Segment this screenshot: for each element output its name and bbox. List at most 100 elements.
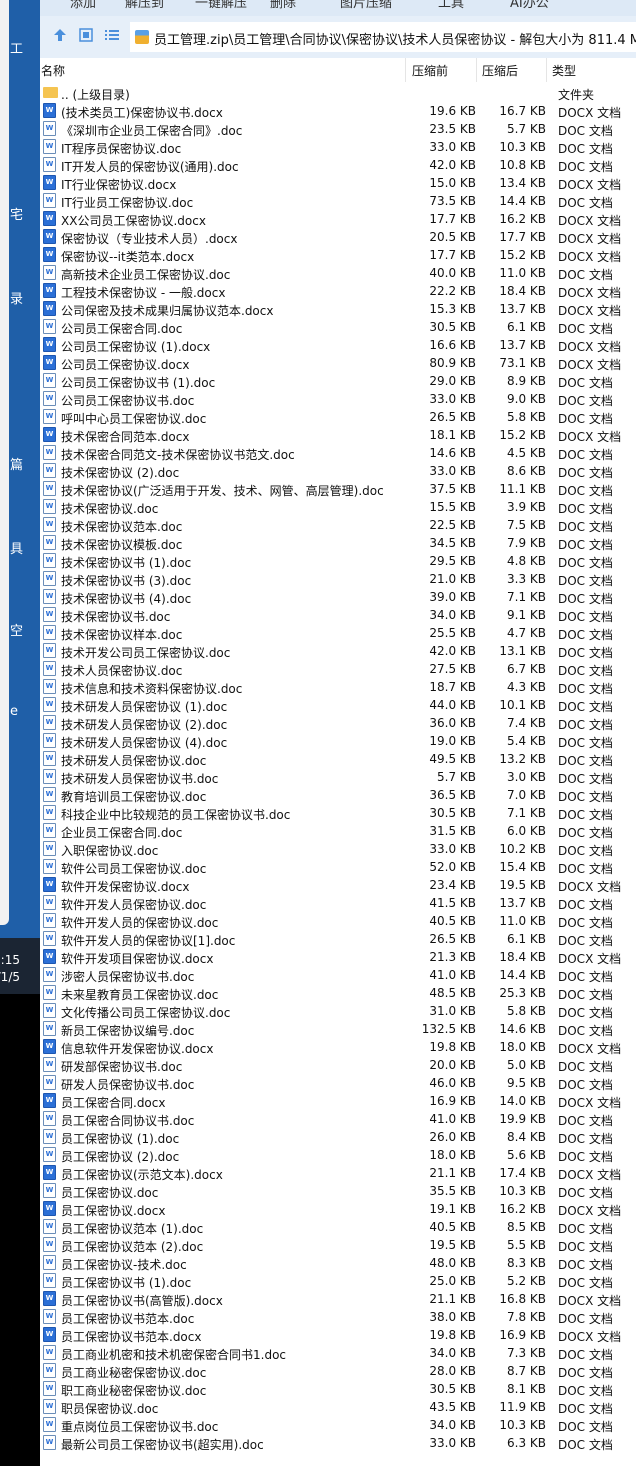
file-row[interactable]: W 技术研发人员保密协议 (4).doc 19.0 KB 5.4 KB DOC 文档 [40,732,636,750]
column-divider[interactable] [546,58,547,82]
file-row[interactable]: W 文化传播公司员工保密协议.doc 31.0 KB 5.8 KB DOC 文档 [40,1002,636,1020]
file-row[interactable]: W 公司保密及技术成果归属协议范本.docx 15.3 KB 13.7 KB DOCX … [40,300,636,318]
file-row[interactable]: W 公司员工保密协议 (1).docx 16.6 KB 13.7 KB DOCX 文档 [40,336,636,354]
file-row[interactable]: W 员工保密协议.docx 19.1 KB 16.2 KB DOCX 文档 [40,1200,636,1218]
file-row[interactable]: W 技术保密协议 (2).doc 33.0 KB 8.6 KB DOC 文档 [40,462,636,480]
address-bar[interactable]: 员工管理.zip\员工管理\合同协议\保密协议\技术人员保密协议 - 解包大小为… [130,22,636,52]
file-row[interactable]: W IT开发人员的保密协议(通用).doc 42.0 KB 10.8 KB DOC 文档 [40,156,636,174]
file-row[interactable]: W 技术保密协议样本.doc 25.5 KB 4.7 KB DOC 文档 [40,624,636,642]
file-name: 技术研发人员保密协议 (2).doc [61,718,228,732]
file-row[interactable]: W 研发人员保密协议书.doc 46.0 KB 9.5 KB DOC 文档 [40,1074,636,1092]
toolbar-ai-office-button[interactable]: AI办公 [510,0,549,11]
file-size-after: 6.3 KB [507,1436,546,1450]
file-row[interactable]: W 技术保密协议书 (1).doc 29.5 KB 4.8 KB DOC 文档 [40,552,636,570]
file-row[interactable]: W 软件开发保密协议.docx 23.4 KB 19.5 KB DOCX 文档 [40,876,636,894]
toolbar-extract-to-button[interactable]: 解压到 [125,0,165,11]
column-name-header[interactable]: 名称 [41,64,66,78]
file-row[interactable]: W 呼叫中心员工保密协议.doc 26.5 KB 5.8 KB DOC 文档 [40,408,636,426]
file-row[interactable]: W 员工保密协议.doc 35.5 KB 10.3 KB DOC 文档 [40,1182,636,1200]
parent-directory-row[interactable]: .. (上级目录) 文件夹 [40,84,636,102]
file-row[interactable]: W IT程序员保密协议.doc 33.0 KB 10.3 KB DOC 文档 [40,138,636,156]
file-row[interactable]: W 软件开发人员的保密协议[1].doc 26.5 KB 6.1 KB DOC 文档 [40,930,636,948]
file-size-before: 49.5 KB [429,752,476,766]
column-after-header[interactable]: 压缩后 [482,64,519,78]
file-row[interactable]: W 公司员工保密协议书 (1).doc 29.0 KB 8.9 KB DOC 文档 [40,372,636,390]
file-row[interactable]: W 涉密人员保密协议书.doc 41.0 KB 14.4 KB DOC 文档 [40,966,636,984]
file-row[interactable]: W 工程技术保密协议 - 一般.docx 22.2 KB 18.4 KB DOCX 文档 [40,282,636,300]
toolbar-image-compress-button[interactable]: 图片压缩 [340,0,393,11]
file-row[interactable]: W 公司员工保密协议.docx 80.9 KB 73.1 KB DOCX 文档 [40,354,636,372]
file-row[interactable]: W 员工保密协议(示范文本).docx 21.1 KB 17.4 KB DOCX 文档 [40,1164,636,1182]
file-row[interactable]: W 入职保密协议.doc 33.0 KB 10.2 KB DOC 文档 [40,840,636,858]
file-row[interactable]: W 技术人员保密协议.doc 27.5 KB 6.7 KB DOC 文档 [40,660,636,678]
file-row[interactable]: W 重点岗位员工保密协议书.doc 34.0 KB 10.3 KB DOC 文档 [40,1416,636,1434]
file-row[interactable]: W 技术研发人员保密协议.doc 49.5 KB 13.2 KB DOC 文档 [40,750,636,768]
toolbar-add-button[interactable]: 添加 [70,0,97,11]
up-arrow-icon[interactable] [52,27,68,43]
file-row[interactable]: W 技术保密协议书 (3).doc 21.0 KB 3.3 KB DOC 文档 [40,570,636,588]
file-row[interactable]: W 技术开发公司员工保密协议.doc 42.0 KB 13.1 KB DOC 文档 [40,642,636,660]
file-row[interactable]: W IT行业员工保密协议.doc 73.5 KB 14.4 KB DOC 文档 [40,192,636,210]
file-row[interactable]: W 技术研发人员保密协议 (2).doc 36.0 KB 7.4 KB DOC 文档 [40,714,636,732]
file-row[interactable]: W 技术研发人员保密协议书.doc 5.7 KB 3.0 KB DOC 文档 [40,768,636,786]
thumbnail-view-icon[interactable] [78,27,94,43]
column-divider[interactable] [476,58,477,82]
file-row[interactable]: W 员工保密协议范本 (1).doc 40.5 KB 8.5 KB DOC 文档 [40,1218,636,1236]
file-row[interactable]: W 员工保密协议书范本.doc 38.0 KB 7.8 KB DOC 文档 [40,1308,636,1326]
file-row[interactable]: W 技术保密合同范本.docx 18.1 KB 15.2 KB DOCX 文档 [40,426,636,444]
file-row[interactable]: W 保密协议（专业技术人员）.docx 20.5 KB 17.7 KB DOCX 文档 [40,228,636,246]
file-row[interactable]: W (技术类员工)保密协议书.docx 19.6 KB 16.7 KB DOCX 文档 [40,102,636,120]
word-document-icon: W [43,1129,56,1144]
column-before-header[interactable]: 压缩前 [412,64,449,78]
file-row[interactable]: W 技术保密协议模板.doc 34.5 KB 7.9 KB DOC 文档 [40,534,636,552]
file-row[interactable]: W 技术保密协议书 (4).doc 39.0 KB 7.1 KB DOC 文档 [40,588,636,606]
file-row[interactable]: W 新员工保密协议编号.doc 132.5 KB 14.6 KB DOC 文档 [40,1020,636,1038]
file-row[interactable]: W 员工保密协议-技术.doc 48.0 KB 8.3 KB DOC 文档 [40,1254,636,1272]
file-row[interactable]: W 未来星教育员工保密协议.doc 48.5 KB 25.3 KB DOC 文档 [40,984,636,1002]
file-row[interactable]: W 技术保密协议书.doc 34.0 KB 9.1 KB DOC 文档 [40,606,636,624]
file-row[interactable]: W 教育培训员工保密协议.doc 36.5 KB 7.0 KB DOC 文档 [40,786,636,804]
toolbar-tools-button[interactable]: 工具 [438,0,465,11]
list-view-icon[interactable] [104,27,120,43]
file-row[interactable]: W 技术信息和技术资料保密协议.doc 18.7 KB 4.3 KB DOC 文档 [40,678,636,696]
file-row[interactable]: W 员工保密协议书范本.docx 19.8 KB 16.9 KB DOCX 文档 [40,1326,636,1344]
file-row[interactable]: W 公司员工保密协议书.doc 33.0 KB 9.0 KB DOC 文档 [40,390,636,408]
column-type-header[interactable]: 类型 [552,64,577,78]
file-row[interactable]: W 技术保密协议.doc 15.5 KB 3.9 KB DOC 文档 [40,498,636,516]
file-row[interactable]: W 员工保密协议范本 (2).doc 19.5 KB 5.5 KB DOC 文档 [40,1236,636,1254]
file-row[interactable]: W 软件开发人员保密协议.doc 41.5 KB 13.7 KB DOC 文档 [40,894,636,912]
file-row[interactable]: W 最新公司员工保密协议书(超实用).doc 33.0 KB 6.3 KB DOC 文档 [40,1434,636,1452]
file-row[interactable]: W 职工商业秘密保密协议.doc 30.5 KB 8.1 KB DOC 文档 [40,1380,636,1398]
column-divider[interactable] [405,58,406,82]
file-row[interactable]: W 信息软件开发保密协议.docx 19.8 KB 18.0 KB DOCX 文档 [40,1038,636,1056]
toolbar-one-click-extract-button[interactable]: 一键解压 [195,0,248,11]
file-row[interactable]: W 公司员工保密合同.doc 30.5 KB 6.1 KB DOC 文档 [40,318,636,336]
toolbar-delete-button[interactable]: 删除 [270,0,297,11]
file-row[interactable]: W 技术保密协议范本.doc 22.5 KB 7.5 KB DOC 文档 [40,516,636,534]
file-row[interactable]: W IT行业保密协议.docx 15.0 KB 13.4 KB DOCX 文档 [40,174,636,192]
file-row[interactable]: W 技术研发人员保密协议 (1).doc 44.0 KB 10.1 KB DOC 文档 [40,696,636,714]
left-strip-char: 工 [10,42,24,57]
file-row[interactable]: W 员工商业秘密保密协议.doc 28.0 KB 8.7 KB DOC 文档 [40,1362,636,1380]
taskbar-clock[interactable]: 2:15 /1/5 [0,938,40,994]
file-row[interactable]: W 软件开发项目保密协议.docx 21.3 KB 18.4 KB DOCX 文档 [40,948,636,966]
file-row[interactable]: W 员工保密协议书(高管版).docx 21.1 KB 16.8 KB DOCX 文档 [40,1290,636,1308]
file-row[interactable]: W 员工保密合同协议书.doc 41.0 KB 19.9 KB DOC 文档 [40,1110,636,1128]
file-row[interactable]: W 科技企业中比较规范的员工保密协议书.doc 30.5 KB 7.1 KB DOC 文… [40,804,636,822]
file-row[interactable]: W XX公司员工保密协议.docx 17.7 KB 16.2 KB DOCX 文档 [40,210,636,228]
file-row[interactable]: W 员工保密协议 (2).doc 18.0 KB 5.6 KB DOC 文档 [40,1146,636,1164]
file-row[interactable]: W 软件开发人员的保密协议.doc 40.5 KB 11.0 KB DOC 文档 [40,912,636,930]
file-row[interactable]: W 保密协议--it类范本.docx 17.7 KB 15.2 KB DOCX 文档 [40,246,636,264]
file-row[interactable]: W 技术保密合同范文-技术保密协议书范文.doc 14.6 KB 4.5 KB DOC … [40,444,636,462]
file-row[interactable]: W 职员保密协议.doc 43.5 KB 11.9 KB DOC 文档 [40,1398,636,1416]
file-row[interactable]: W 高新技术企业员工保密协议.doc 40.0 KB 11.0 KB DOC 文档 [40,264,636,282]
file-row[interactable]: W 企业员工保密合同.doc 31.5 KB 6.0 KB DOC 文档 [40,822,636,840]
file-row[interactable]: W 员工保密合同.docx 16.9 KB 14.0 KB DOCX 文档 [40,1092,636,1110]
file-row[interactable]: W 研发部保密协议书.doc 20.0 KB 5.0 KB DOC 文档 [40,1056,636,1074]
file-row[interactable]: W 员工保密协议书 (1).doc 25.0 KB 5.2 KB DOC 文档 [40,1272,636,1290]
file-row[interactable]: W 技术保密协议(广泛适用于开发、技术、网管、高层管理).doc 37.5 KB 11… [40,480,636,498]
file-row[interactable]: W 员工商业机密和技术机密保密合同书1.doc 34.0 KB 7.3 KB DOC 文… [40,1344,636,1362]
file-row[interactable]: W 《深圳市企业员工保密合同》.doc 23.5 KB 5.7 KB DOC 文档 [40,120,636,138]
file-row[interactable]: W 软件公司员工保密协议.doc 52.0 KB 15.4 KB DOC 文档 [40,858,636,876]
file-row[interactable]: W 员工保密协议 (1).doc 26.0 KB 8.4 KB DOC 文档 [40,1128,636,1146]
